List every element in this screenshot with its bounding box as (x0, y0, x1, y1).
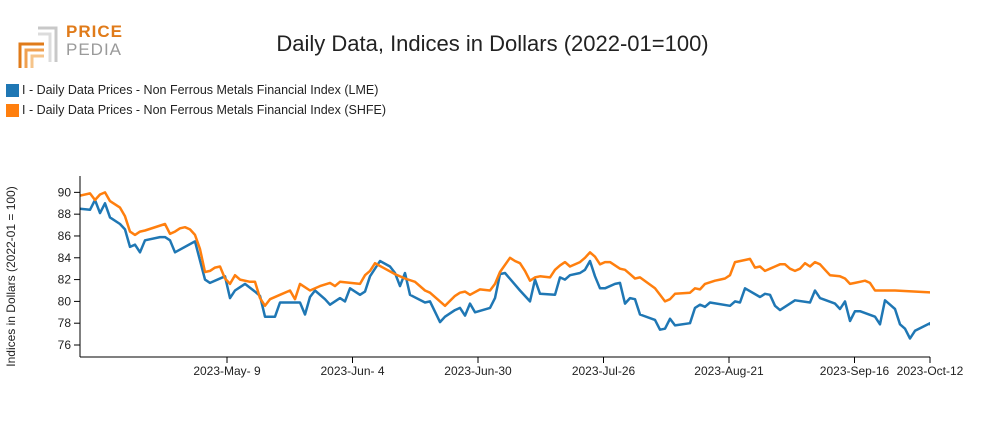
x-tick-label: 2023-Jun- 4 (320, 364, 384, 378)
y-tick-label: 88 (58, 207, 72, 221)
x-tick-label: 2023-Jul-26 (572, 364, 636, 378)
y-tick-label: 90 (58, 185, 72, 199)
series-line-lme (80, 198, 930, 340)
y-tick-label: 80 (58, 294, 72, 308)
legend-item-shfe[interactable]: I - Daily Data Prices - Non Ferrous Meta… (6, 100, 386, 120)
legend-item-lme[interactable]: I - Daily Data Prices - Non Ferrous Meta… (6, 80, 386, 100)
x-tick-label: 2023-May- 9 (193, 364, 261, 378)
y-tick-label: 82 (58, 273, 72, 287)
chart-legend: I - Daily Data Prices - Non Ferrous Meta… (6, 80, 386, 120)
series-line-shfe (80, 191, 930, 308)
y-tick-label: 86 (58, 229, 72, 243)
legend-label-shfe: I - Daily Data Prices - Non Ferrous Meta… (22, 103, 386, 117)
y-tick-label: 76 (58, 338, 72, 352)
y-tick-label: 84 (58, 251, 72, 265)
pricepedia-logo: PRICE PEDIA (18, 22, 128, 72)
x-tick-label: 2023-Aug-21 (694, 364, 764, 378)
chart-title: Daily Data, Indices in Dollars (2022-01=… (276, 31, 709, 56)
logo-text-price: PRICE (66, 22, 123, 41)
legend-swatch-lme (6, 83, 19, 97)
x-tick-label: 2023-Oct-12 (897, 364, 964, 378)
y-axis-title: Indices in Dollars (2022-01 = 100) (4, 186, 18, 366)
y-tick-label: 78 (58, 316, 72, 330)
legend-swatch-shfe (6, 103, 19, 117)
x-tick-label: 2023-Sep-16 (820, 364, 890, 378)
logo-text-pedia: PEDIA (66, 40, 123, 59)
x-tick-label: 2023-Jun-30 (444, 364, 512, 378)
legend-label-lme: I - Daily Data Prices - Non Ferrous Meta… (22, 83, 379, 97)
pricepedia-logo-mark (18, 26, 58, 68)
